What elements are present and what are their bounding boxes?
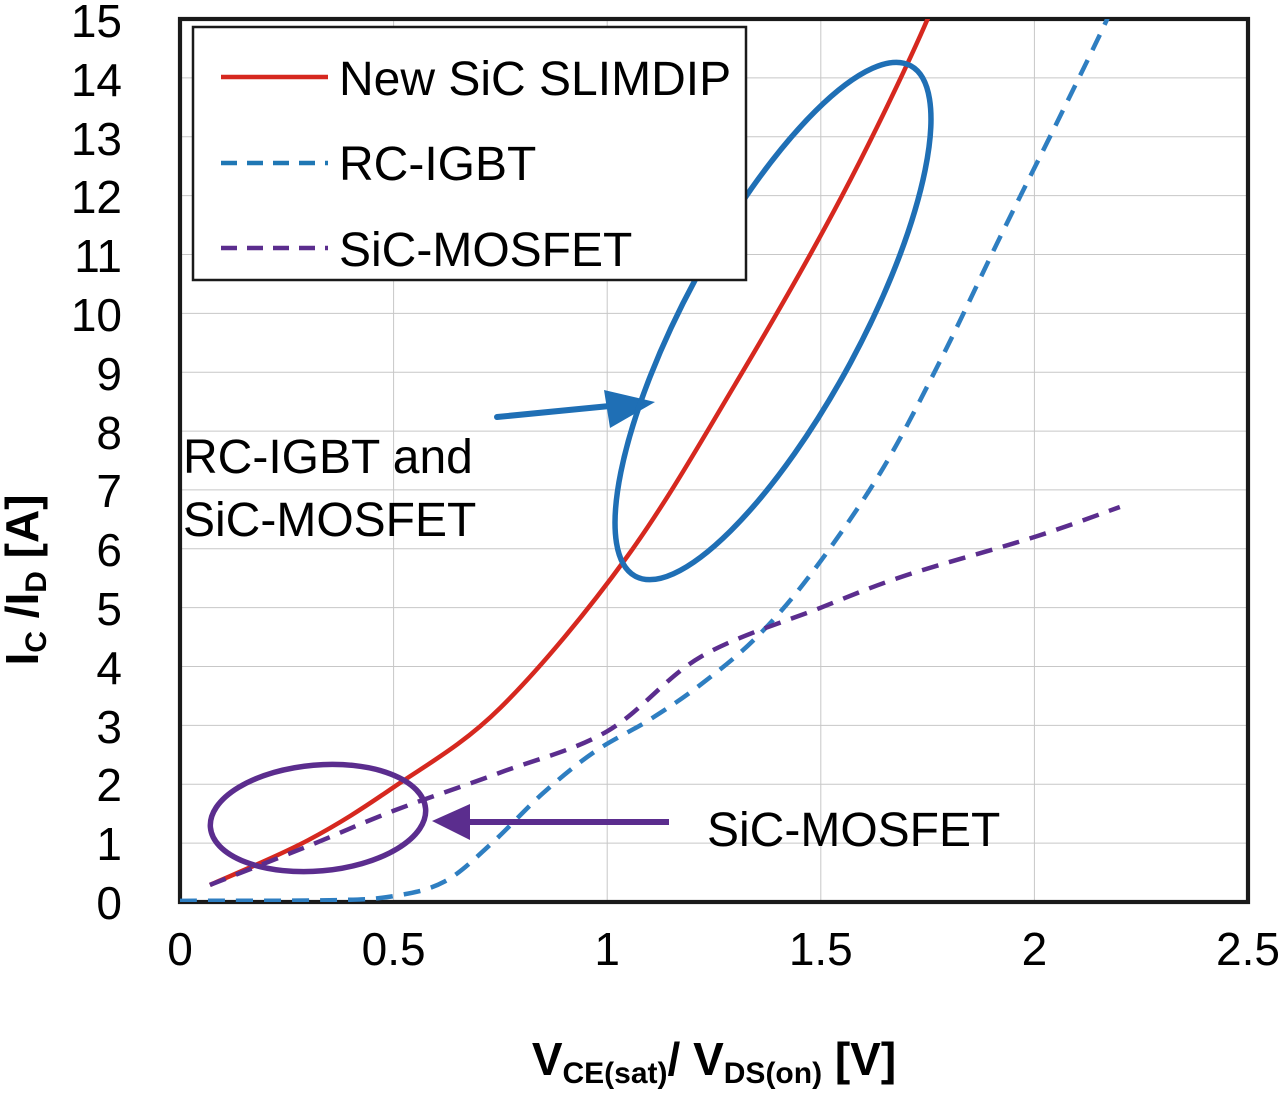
svg-text:RC-IGBT and: RC-IGBT and bbox=[183, 431, 473, 484]
svg-text:12: 12 bbox=[71, 171, 122, 223]
svg-text:1: 1 bbox=[96, 818, 122, 870]
svg-text:IC /ID [A]: IC /ID [A] bbox=[0, 494, 53, 665]
svg-text:9: 9 bbox=[96, 348, 122, 400]
svg-text:RC-IGBT: RC-IGBT bbox=[339, 138, 536, 191]
svg-text:15: 15 bbox=[71, 0, 122, 47]
svg-text:8: 8 bbox=[96, 407, 122, 459]
svg-text:0: 0 bbox=[96, 877, 122, 929]
svg-text:VCE(sat)/ VDS(on) [V]: VCE(sat)/ VDS(on) [V] bbox=[532, 1033, 896, 1090]
svg-text:SiC-MOSFET: SiC-MOSFET bbox=[339, 224, 632, 277]
svg-text:7: 7 bbox=[96, 465, 122, 517]
svg-text:SiC-MOSFET: SiC-MOSFET bbox=[183, 494, 476, 547]
svg-text:4: 4 bbox=[96, 642, 122, 694]
svg-text:5: 5 bbox=[96, 583, 122, 635]
svg-text:2: 2 bbox=[1022, 923, 1048, 975]
svg-text:10: 10 bbox=[71, 289, 122, 341]
svg-text:3: 3 bbox=[96, 701, 122, 753]
svg-text:6: 6 bbox=[96, 524, 122, 576]
svg-text:New SiC SLIMDIP: New SiC SLIMDIP bbox=[339, 53, 731, 106]
svg-text:0: 0 bbox=[167, 923, 193, 975]
svg-text:1.5: 1.5 bbox=[789, 923, 853, 975]
svg-text:2.5: 2.5 bbox=[1216, 923, 1280, 975]
svg-text:14: 14 bbox=[71, 54, 122, 106]
svg-text:13: 13 bbox=[71, 113, 122, 165]
svg-text:0.5: 0.5 bbox=[362, 923, 426, 975]
svg-text:2: 2 bbox=[96, 759, 122, 811]
svg-text:1: 1 bbox=[594, 923, 620, 975]
svg-text:SiC-MOSFET: SiC-MOSFET bbox=[707, 804, 1000, 857]
svg-text:11: 11 bbox=[74, 230, 122, 282]
